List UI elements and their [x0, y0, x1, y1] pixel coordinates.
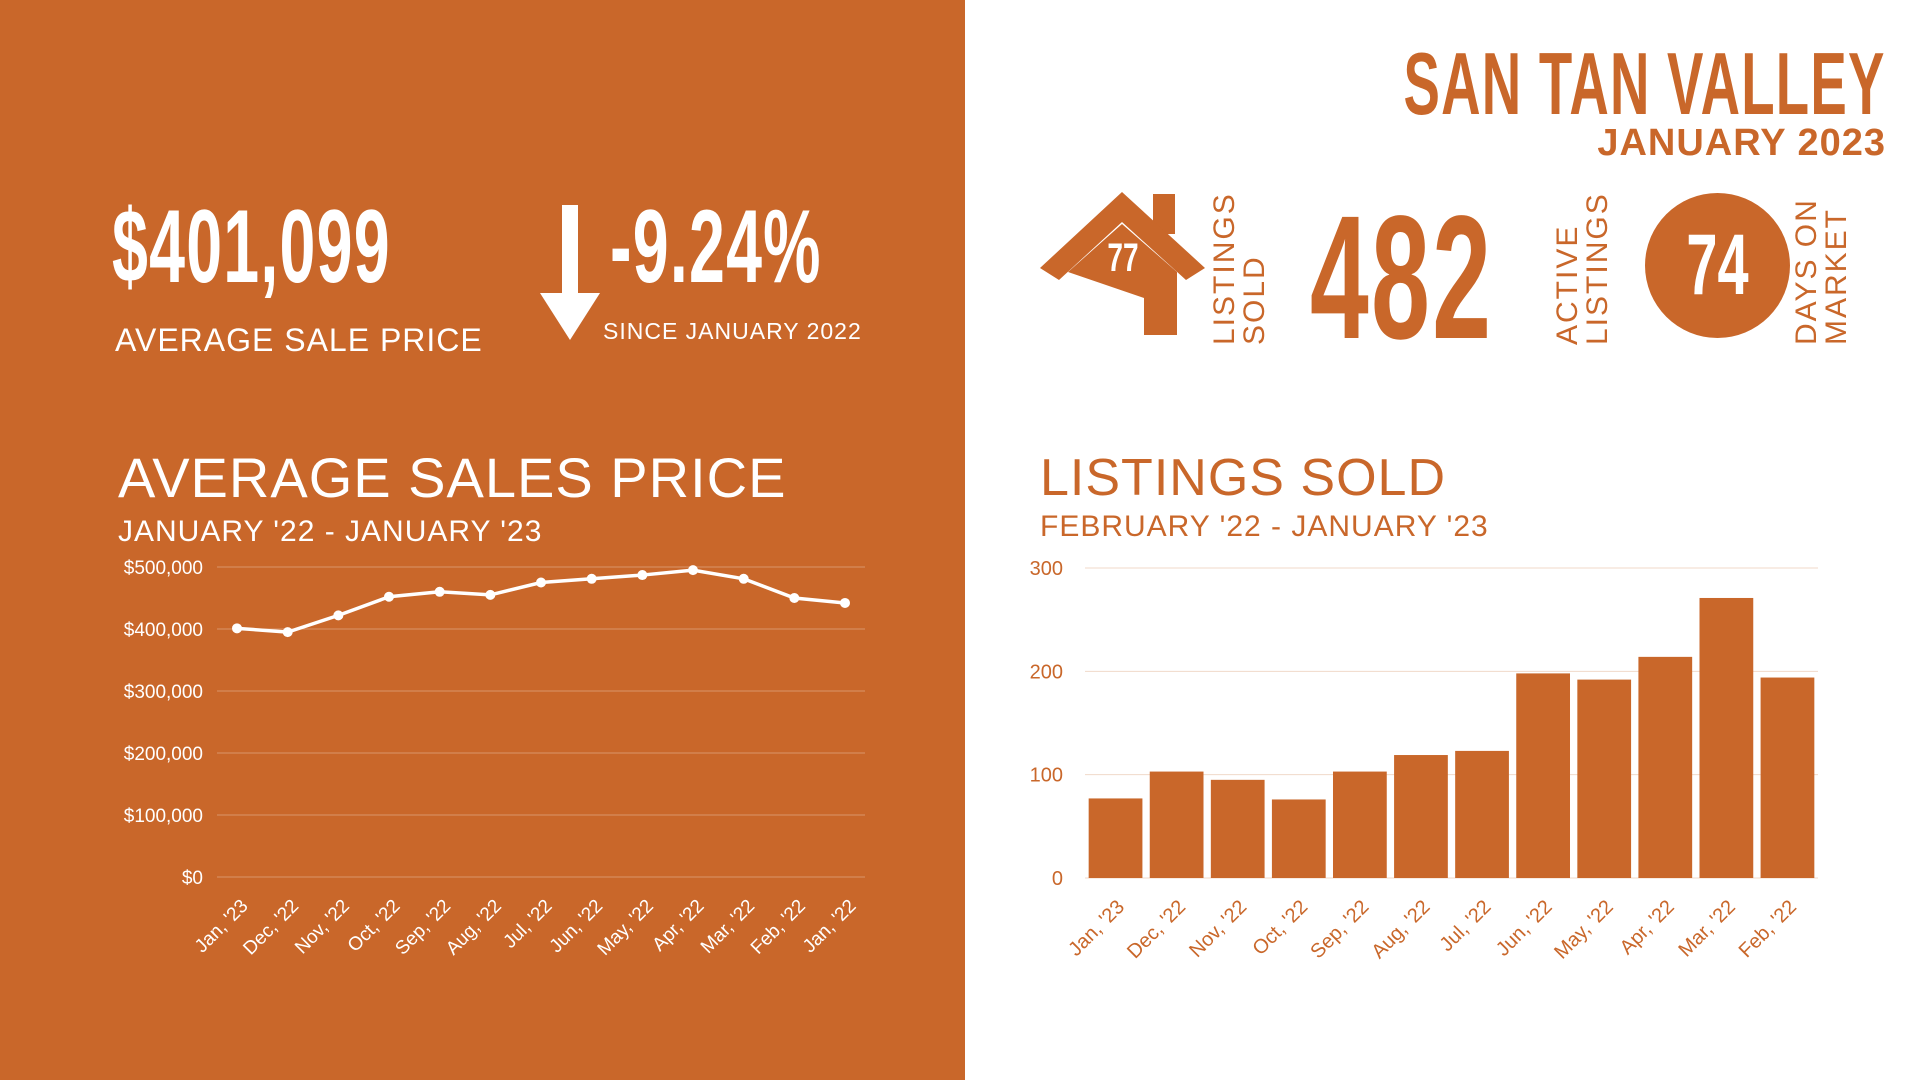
data-point — [586, 573, 597, 584]
x-tick-label: Jan, '23 — [1064, 896, 1129, 961]
y-tick-label: 0 — [1052, 868, 1063, 890]
days-on-market-label-line-1: DAYS ON — [1790, 198, 1823, 345]
x-tick-label: Aug, '22 — [442, 896, 506, 960]
bar — [1699, 597, 1754, 878]
average-sales-price-chart: $0 $100,000 $200,000 $300,000 $400,000 $500,0… — [124, 558, 865, 960]
region-title: SAN TAN VALLEY — [1403, 34, 1886, 133]
x-tick-label: Mar, '22 — [1674, 896, 1739, 961]
bar — [1394, 755, 1448, 878]
y-tick-label: 200 — [1030, 661, 1063, 683]
y-tick-label: $300,000 — [124, 682, 203, 703]
bar-chart-title: LISTINGS SOLD — [1040, 449, 1446, 507]
x-tick-label: Dec, '22 — [239, 896, 303, 960]
x-tick-label: Feb, '22 — [747, 896, 810, 959]
x-tick-label: Dec, '22 — [1123, 896, 1190, 963]
bar — [1760, 677, 1815, 878]
days-on-market-count: 74 — [1686, 217, 1749, 313]
y-tick-label: $400,000 — [124, 620, 203, 641]
data-point — [688, 565, 698, 576]
x-tick-label: May, '22 — [1550, 896, 1618, 964]
price-change-value: -9.24% — [610, 189, 822, 305]
days-on-market-circle — [1645, 193, 1790, 338]
active-listings-label: ACTIVE LISTINGS — [1551, 192, 1614, 345]
x-tick-label: Aug, '22 — [1367, 896, 1434, 963]
data-point — [232, 623, 242, 634]
y-tick-label: $200,000 — [124, 744, 203, 765]
data-point — [384, 591, 394, 602]
data-point — [282, 627, 293, 638]
data-point — [485, 589, 496, 600]
line-chart-title: AVERAGE SALES PRICE — [118, 446, 787, 509]
listings-sold-label: LISTINGS SOLD — [1208, 192, 1271, 345]
days-on-market-label-line-2: MARKET — [1820, 207, 1853, 345]
house-icon — [1040, 192, 1205, 335]
data-point — [434, 586, 445, 597]
x-tick-label: Jul, '22 — [1436, 896, 1496, 956]
y-tick-label: 300 — [1030, 558, 1063, 580]
y-tick-label: $500,000 — [124, 558, 203, 579]
x-tick-label: Feb, '22 — [1735, 896, 1801, 962]
active-listings-label-line-2: LISTINGS — [1581, 192, 1614, 345]
x-tick-label: Sep, '22 — [1306, 896, 1373, 963]
x-tick-label: Nov, '22 — [1185, 896, 1251, 962]
x-tick-label: Sep, '22 — [391, 896, 455, 960]
x-tick-label: Apr, '22 — [1616, 896, 1679, 959]
x-tick-label: May, '22 — [594, 896, 658, 960]
average-sale-price-label: AVERAGE SALE PRICE — [115, 322, 483, 358]
data-point — [840, 597, 850, 608]
y-tick-label: $100,000 — [124, 806, 203, 827]
x-tick-label: Nov, '22 — [291, 896, 354, 959]
data-point — [789, 593, 800, 603]
bar — [1271, 799, 1326, 878]
listings-sold-label-line-2: SOLD — [1238, 255, 1271, 345]
line-chart-subtitle: JANUARY '22 - JANUARY '23 — [118, 515, 543, 548]
bar — [1577, 679, 1632, 878]
y-tick-label: 100 — [1030, 765, 1063, 787]
bar — [1332, 771, 1387, 878]
bar — [1516, 673, 1571, 878]
bar — [1210, 779, 1265, 878]
bar — [1455, 750, 1509, 878]
data-point — [738, 573, 749, 584]
bar-chart-subtitle: FEBRUARY '22 - JANUARY '23 — [1040, 510, 1489, 543]
days-on-market-label: DAYS ON MARKET — [1790, 198, 1853, 345]
active-listings-label-line-1: ACTIVE — [1551, 224, 1584, 345]
x-tick-label: Mar, '22 — [697, 896, 759, 958]
data-point — [536, 577, 546, 588]
x-tick-label: Jun, '22 — [1492, 896, 1557, 961]
left-panel — [0, 0, 965, 1080]
data-point — [333, 610, 344, 621]
price-change-label: SINCE JANUARY 2022 — [603, 318, 862, 344]
y-tick-label: $0 — [182, 868, 203, 889]
x-tick-label: Jan, '22 — [799, 896, 860, 957]
down-arrow-icon — [540, 205, 600, 340]
x-tick-label: Oct, '22 — [1248, 896, 1312, 960]
average-sale-price-value: $401,099 — [112, 189, 391, 305]
bar — [1149, 771, 1204, 878]
bar — [1638, 656, 1693, 878]
report-date: JANUARY 2023 — [1597, 122, 1886, 164]
bar — [1088, 798, 1143, 878]
listings-sold-count: 77 — [1107, 236, 1139, 280]
data-point — [637, 570, 648, 581]
listings-sold-label-line-1: LISTINGS — [1208, 192, 1241, 345]
active-listings-count: 482 — [1310, 180, 1494, 376]
